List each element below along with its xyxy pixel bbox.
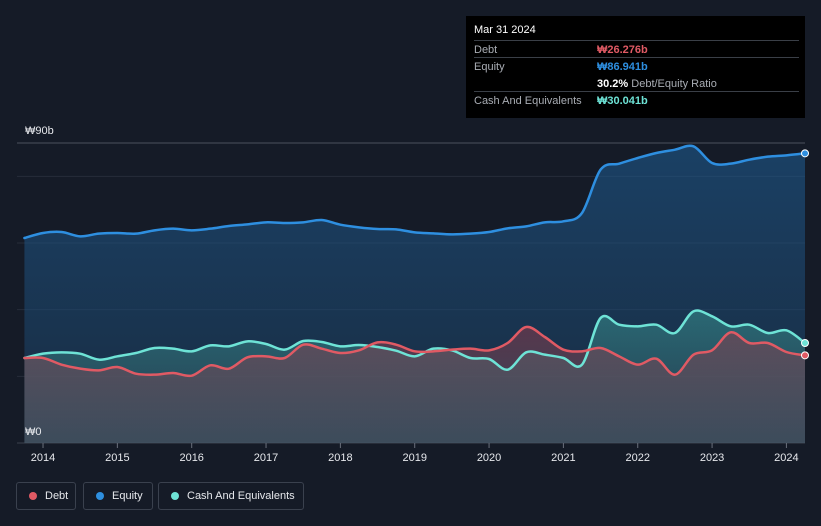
cash-dot-icon [171,492,179,500]
legend-item-cash[interactable]: Cash And Equivalents [158,482,304,510]
tooltip-ratio-label: Debt/Equity Ratio [631,78,717,90]
legend-equity-label: Equity [112,490,143,502]
tooltip-equity-label: Equity [474,61,505,73]
debt-line [23,325,807,378]
legend-item-equity[interactable]: Equity [83,482,153,510]
x-axis-ticks: 2014 2015 2016 2017 2018 2019 2020 2021 2022 2023… [31,443,799,464]
debt-area [24,326,806,443]
x-tick-label: 2023 [700,452,724,464]
debt-dot-icon [29,492,37,500]
tooltip-debt-label: Debt [474,44,498,56]
y-axis-top-label: ₩90b [25,125,54,137]
x-tick-label: 2019 [402,452,426,464]
x-tick-label: 2020 [477,452,501,464]
end-markers [801,149,809,360]
legend-item-debt[interactable]: Debt [16,482,76,510]
tooltip-equity-value: ₩86.941b [597,61,648,73]
tooltip-row-equity: Equity ₩86.941b [474,57,799,75]
y-axis-bottom-label: ₩0 [25,426,42,438]
series-areas [24,145,806,443]
x-tick-label: 2022 [625,452,649,464]
series-lines [23,144,807,378]
x-tick-label: 2014 [31,452,55,464]
data-tooltip: Mar 31 2024 Debt ₩26.276b Equity ₩86.941… [466,16,805,118]
tooltip-row-debt: Debt ₩26.276b [474,40,799,58]
legend-cash-label: Cash And Equivalents [187,490,295,502]
tooltip-row-ratio: 30.2% Debt/Equity Ratio [474,74,799,92]
tooltip-cash-value: ₩30.041b [597,95,648,107]
debt-end-marker [801,351,809,360]
x-tick-label: 2018 [328,452,352,464]
x-tick-label: 2017 [254,452,278,464]
equity-dot-icon [96,492,104,500]
x-tick-label: 2024 [774,452,798,464]
equity-end-marker [801,149,809,158]
cash-end-marker [801,339,809,347]
tooltip-ratio-value: 30.2% [597,78,629,90]
x-tick-label: 2015 [105,452,129,464]
x-tick-label: 2021 [551,452,575,464]
tooltip-row-cash: Cash And Equivalents ₩30.041b [474,91,799,109]
tooltip-cash-label: Cash And Equivalents [474,95,582,107]
tooltip-ratio: 30.2% Debt/Equity Ratio [597,78,717,90]
equity-line [23,144,807,240]
cash-line [23,309,807,371]
x-tick-label: 2016 [179,452,203,464]
legend-debt-label: Debt [45,490,69,502]
tooltip-debt-value: ₩26.276b [597,44,648,56]
tooltip-date: Mar 31 2024 [474,24,536,36]
